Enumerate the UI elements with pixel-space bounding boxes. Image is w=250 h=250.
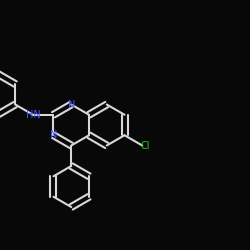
Text: Cl: Cl <box>140 141 150 151</box>
Text: N: N <box>50 130 57 140</box>
Text: HN: HN <box>26 110 40 120</box>
Text: N: N <box>68 100 75 110</box>
